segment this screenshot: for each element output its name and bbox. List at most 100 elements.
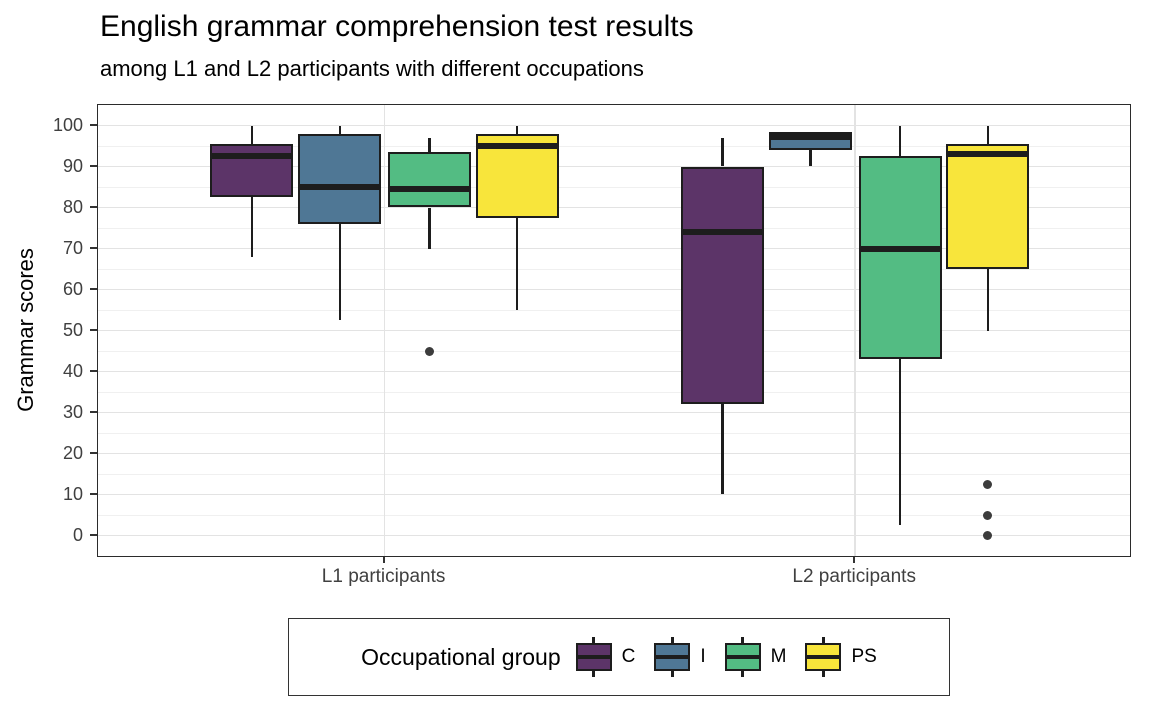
y-tick-label: 50 — [62, 319, 83, 340]
gridline-minor — [98, 227, 1130, 229]
gridline-minor — [98, 186, 1130, 188]
box-PS — [946, 143, 1030, 269]
outlier-point — [983, 479, 993, 489]
gridline-major — [98, 370, 1130, 373]
whisker-lower — [428, 207, 431, 249]
whisker-lower — [250, 197, 254, 257]
gridline-minor — [98, 309, 1130, 311]
gridline-minor — [98, 473, 1130, 475]
legend-title: Occupational group — [361, 643, 561, 670]
median-line — [475, 143, 559, 149]
whisker-upper — [721, 137, 724, 167]
gridline-major — [98, 411, 1130, 414]
gridline-minor — [98, 145, 1130, 147]
whisker-lower — [721, 404, 724, 495]
y-tick-mark — [90, 246, 97, 249]
gridline-major — [98, 452, 1130, 455]
y-tick-mark — [90, 123, 97, 126]
y-tick-label: 0 — [72, 524, 83, 545]
y-tick-label: 40 — [62, 360, 83, 381]
gridline-major — [98, 288, 1130, 291]
legend-entry-I: I — [653, 634, 706, 680]
y-tick-label: 10 — [62, 483, 83, 504]
legend-label: PS — [851, 646, 877, 667]
legend-entry-PS: PS — [804, 634, 877, 680]
whisker-lower — [809, 150, 812, 167]
legend-label: C — [621, 646, 636, 667]
whisker-lower — [338, 223, 342, 321]
y-tick-mark — [90, 287, 97, 290]
y-tick-label: 20 — [62, 442, 83, 463]
outlier-point — [983, 531, 993, 540]
gridline-major — [98, 534, 1130, 537]
legend-entry-M: M — [724, 634, 787, 680]
median-line — [210, 153, 294, 160]
median-line — [388, 186, 472, 193]
x-tick-mark — [853, 556, 856, 563]
legend-entries: C I M PS — [575, 634, 877, 680]
median-line — [769, 133, 853, 140]
x-tick-mark — [382, 556, 385, 563]
median-line — [298, 184, 382, 190]
x-category-label: L1 participants — [321, 566, 446, 587]
y-tick-mark — [90, 410, 97, 413]
legend: Occupational group C I M PS — [288, 618, 950, 696]
chart-subtitle: among L1 and L2 participants with differ… — [100, 56, 644, 81]
boxplot-key-icon — [575, 634, 613, 680]
gridline-minor — [98, 268, 1130, 270]
gridline-vertical — [854, 105, 856, 556]
gridline-minor — [98, 391, 1130, 393]
box-M — [388, 152, 472, 208]
median-line — [946, 151, 1030, 158]
legend-label: M — [770, 646, 787, 667]
box-C — [681, 166, 765, 405]
y-tick-mark — [90, 492, 97, 495]
gridline-minor — [98, 432, 1130, 434]
gridline-major — [98, 329, 1130, 332]
plot-panel — [97, 104, 1131, 557]
boxplot-key-icon — [724, 634, 762, 680]
key-median — [805, 655, 842, 659]
legend-label: I — [700, 646, 706, 667]
gridline-major — [98, 206, 1130, 209]
box-I — [298, 133, 382, 224]
whisker-upper — [515, 125, 519, 134]
gridline-major — [98, 165, 1130, 168]
whisker-upper — [986, 125, 990, 144]
legend-entry-C: C — [575, 634, 636, 680]
y-tick-mark — [90, 369, 97, 372]
y-tick-mark — [90, 164, 97, 167]
gridline-major — [98, 247, 1130, 250]
whisker-upper — [250, 125, 254, 144]
y-tick-mark — [90, 205, 97, 208]
box-C — [210, 143, 294, 198]
gridline-vertical — [383, 105, 386, 556]
gridline-minor — [98, 514, 1130, 516]
y-tick-mark — [90, 328, 97, 331]
y-tick-mark — [90, 451, 97, 454]
boxplot-key-icon — [804, 634, 842, 680]
whisker-upper — [428, 137, 431, 153]
y-tick-label: 60 — [62, 278, 83, 299]
y-tick-mark — [90, 533, 97, 536]
gridline-major — [98, 124, 1130, 127]
whisker-lower — [986, 269, 990, 331]
outlier-point — [983, 510, 993, 520]
outlier-point — [425, 346, 435, 356]
y-tick-label: 100 — [52, 114, 83, 135]
whisker-upper — [898, 125, 902, 157]
chart-title: English grammar comprehension test resul… — [100, 10, 694, 43]
box-M — [858, 156, 942, 360]
key-median — [724, 655, 761, 659]
y-tick-label: 80 — [62, 196, 83, 217]
boxplot-key-icon — [653, 634, 691, 680]
median-line — [858, 245, 942, 252]
gridline-major — [98, 493, 1130, 496]
key-median — [575, 655, 612, 659]
y-tick-label: 90 — [62, 155, 83, 176]
whisker-lower — [898, 359, 902, 526]
y-tick-label: 70 — [62, 237, 83, 258]
whisker-lower — [515, 217, 519, 310]
gridline-minor — [98, 350, 1130, 352]
